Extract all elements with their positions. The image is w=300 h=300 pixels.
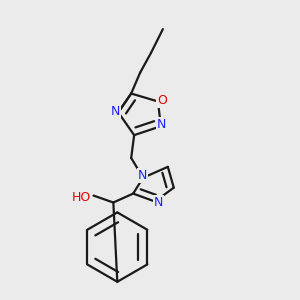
Text: N: N <box>137 169 147 182</box>
Text: O: O <box>157 94 167 107</box>
Text: N: N <box>111 105 120 118</box>
Text: HO: HO <box>71 191 91 204</box>
Text: N: N <box>157 118 167 131</box>
Text: N: N <box>154 196 164 209</box>
